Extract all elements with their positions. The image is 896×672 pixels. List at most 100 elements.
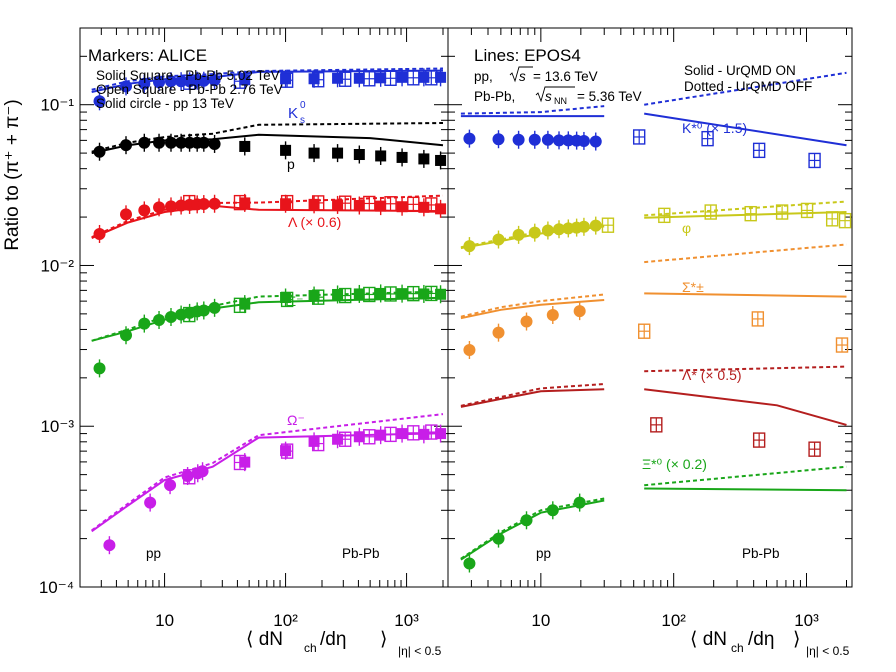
- marker-pbpb502: [332, 72, 344, 84]
- marker-pp: [153, 313, 166, 326]
- marker-pp: [463, 557, 476, 570]
- marker-pbpb502: [375, 72, 387, 84]
- marker-pp: [138, 204, 151, 217]
- x-tick-label: 10³: [394, 611, 419, 630]
- label-ks0: K 0 s: [288, 100, 306, 126]
- marker-pp: [528, 133, 541, 146]
- epos-line-dotted-pbpb: [644, 465, 847, 487]
- marker-pp: [541, 133, 554, 146]
- label-xistar: Ξ*⁰ (× 0.2): [642, 456, 707, 472]
- marker-pp: [573, 496, 586, 509]
- marker-pbpb502: [435, 288, 447, 300]
- svg-text:s: s: [300, 115, 305, 126]
- marker-pp: [463, 132, 476, 145]
- marker-pp: [153, 76, 166, 89]
- marker-pbpb502: [418, 153, 430, 165]
- marker-pbpb502: [332, 199, 344, 211]
- marker-pp: [546, 504, 559, 517]
- marker-pp: [541, 224, 554, 237]
- epos-line-dotted: [460, 383, 605, 407]
- epos-line-solid: [91, 432, 444, 533]
- y-tick-label: 10⁻²: [40, 256, 74, 275]
- marker-pbpb502: [396, 288, 408, 300]
- svg-text:|η| < 0.5: |η| < 0.5: [398, 644, 442, 658]
- x-axis-label-left: ⟨ dN ch /dη ⟩ |η| < 0.5: [246, 629, 442, 658]
- marker-pbpb502: [308, 435, 320, 447]
- marker-pbpb502: [435, 203, 447, 215]
- marker-pp: [93, 362, 106, 375]
- marker-pbpb502: [280, 292, 292, 304]
- x-tick-label: 10²: [661, 611, 686, 630]
- svg-text:⟨ dN: ⟨ dN: [690, 629, 727, 650]
- epos-line-dotted-pbpb: [644, 365, 847, 373]
- marker-pp: [492, 326, 505, 339]
- label-kstar: K*⁰ (× 1.5): [682, 120, 747, 136]
- mode-line-solid: Solid - UrQMD ON: [684, 63, 796, 78]
- svg-text:Pb-Pb,: Pb-Pb,: [474, 89, 515, 104]
- marker-pbpb502: [396, 201, 408, 213]
- x-tick-label: 10: [531, 611, 550, 630]
- right-panel-title: Lines: EPOS4: [474, 46, 581, 65]
- marker-pp: [153, 136, 166, 149]
- marker-pp: [492, 233, 505, 246]
- svg-text:s: s: [545, 89, 552, 104]
- marker-pp: [164, 200, 177, 213]
- y-tick-label: 10⁻⁴: [39, 578, 74, 597]
- legend-line-1: Solid Square - Pb-Pb 5.02 TeV: [96, 68, 280, 83]
- marker-pp: [463, 343, 476, 356]
- marker-pp: [512, 228, 525, 241]
- marker-pp: [93, 95, 106, 108]
- left-panel-title: Markers: ALICE: [88, 46, 207, 65]
- x-tick-label: 10: [155, 611, 174, 630]
- svg-text:pp,: pp,: [474, 69, 493, 84]
- marker-pp: [120, 80, 133, 93]
- marker-pbpb502: [239, 74, 251, 86]
- marker-pp: [577, 134, 590, 147]
- marker-pbpb502: [280, 445, 292, 457]
- marker-pbpb502: [418, 71, 430, 83]
- marker-pbpb502: [375, 429, 387, 441]
- marker-pbpb502: [435, 71, 447, 83]
- marker-pbpb502: [375, 200, 387, 212]
- svg-text:/dη: /dη: [748, 629, 774, 650]
- svg-text:⟩: ⟩: [793, 629, 800, 650]
- svg-text:= 5.36 TeV: = 5.36 TeV: [577, 89, 642, 104]
- energy-line-pbpb: Pb-Pb, s NN = 5.36 TeV: [474, 86, 642, 106]
- marker-pbpb502: [435, 154, 447, 166]
- marker-pp: [520, 514, 533, 527]
- marker-pp: [492, 532, 505, 545]
- marker-pp: [153, 201, 166, 214]
- label-xi: Ξ⁻: [287, 293, 304, 309]
- marker-pp: [93, 145, 106, 158]
- x-axis-label-right: ⟨ dN ch /dη ⟩ |η| < 0.5: [690, 629, 850, 658]
- svg-text:⟩: ⟩: [380, 629, 387, 650]
- marker-pp: [138, 317, 151, 330]
- marker-pbpb502: [418, 201, 430, 213]
- label-omega: Ω⁻: [287, 412, 305, 428]
- marker-pp: [196, 465, 209, 478]
- label-phi: φ: [682, 220, 691, 236]
- marker-pp: [553, 134, 566, 147]
- energy-line-pp: pp, s = 13.6 TeV: [474, 66, 598, 84]
- marker-pp: [577, 220, 590, 233]
- marker-pbpb502: [308, 290, 320, 302]
- svg-text:⟨ dN: ⟨ dN: [246, 629, 283, 650]
- marker-pp: [546, 308, 559, 321]
- marker-pp: [208, 301, 221, 314]
- marker-pp: [463, 240, 476, 253]
- marker-pbpb502: [308, 73, 320, 85]
- svg-text:/dη: /dη: [320, 629, 346, 650]
- marker-pp: [589, 219, 602, 232]
- marker-pp: [562, 134, 575, 147]
- marker-pbpb502: [435, 428, 447, 440]
- marker-pbpb502: [239, 298, 251, 310]
- epos-line-solid: [460, 388, 605, 408]
- marker-pbpb502: [353, 72, 365, 84]
- epos-line-dotted-pbpb: [644, 243, 847, 264]
- legend-line-3: Solid circle - pp 13 TeV: [96, 96, 234, 111]
- legend-line-2: Open Square - Pb-Pb 2.76 TeV: [96, 82, 283, 97]
- marker-pp: [103, 539, 116, 552]
- right-region-pbpb: Pb-Pb: [742, 546, 780, 561]
- epos-line-solid: [460, 299, 605, 320]
- svg-text:= 13.6 TeV: = 13.6 TeV: [533, 69, 598, 84]
